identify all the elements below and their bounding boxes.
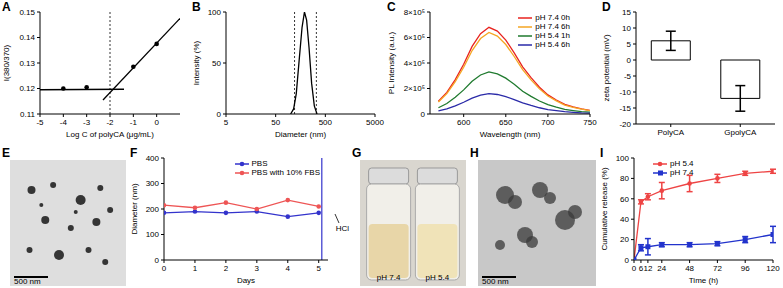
svg-text:96: 96 [741, 264, 750, 273]
html-text:I: I [600, 146, 604, 160]
html-text:Cumulative release (%): Cumulative release (%) [599, 167, 609, 251]
svg-text:0: 0 [162, 264, 167, 273]
html-text:Days: Days [236, 276, 256, 285]
svg-text:700: 700 [541, 118, 555, 127]
svg-text:4: 4 [286, 264, 291, 273]
svg-text:0: 0 [421, 110, 426, 119]
svg-text:0: 0 [217, 110, 222, 119]
svg-text:0: 0 [155, 256, 160, 265]
svg-text:100: 100 [208, 8, 222, 17]
svg-text:0: 0 [627, 56, 632, 65]
svg-text:-5: -5 [36, 118, 44, 127]
svg-text:4×10⁵: 4×10⁵ [404, 59, 425, 68]
html-text:Intensity (%): Intensity (%) [191, 40, 201, 86]
html-text:pH 7.4: pH 7.4 [670, 168, 694, 177]
svg-text:72: 72 [713, 264, 722, 273]
svg-text:6×10⁵: 6×10⁵ [404, 33, 425, 42]
svg-text:-3: -3 [83, 118, 91, 127]
svg-text:0.11: 0.11 [20, 110, 36, 119]
svg-text:100: 100 [616, 154, 630, 163]
svg-text:8×10⁵: 8×10⁵ [404, 8, 425, 17]
svg-text:650: 650 [499, 118, 513, 127]
html-text:F: F [130, 146, 138, 160]
svg-text:5: 5 [224, 118, 229, 127]
svg-text:-20: -20 [619, 120, 631, 129]
html-text:E: E [2, 146, 10, 160]
svg-text:80: 80 [620, 174, 629, 183]
svg-text:0: 0 [154, 118, 159, 127]
svg-text:GpolyCA: GpolyCA [724, 128, 757, 137]
svg-text:2: 2 [224, 264, 229, 273]
html-text:G: G [352, 146, 362, 160]
svg-text:24: 24 [657, 264, 666, 273]
svg-text:300: 300 [146, 179, 160, 188]
html-text:PL Intensity (a.u.): PL Intensity (a.u.) [386, 31, 396, 95]
html-text:pH 7.4 6h: pH 7.4 6h [535, 22, 570, 31]
svg-text:10: 10 [622, 24, 631, 33]
svg-text:60: 60 [620, 195, 629, 204]
svg-text:6: 6 [638, 263, 644, 273]
svg-text:12: 12 [643, 264, 652, 273]
html-text:I(380/370): I(380/370) [1, 44, 11, 82]
svg-text:-15: -15 [619, 104, 631, 113]
html-text:pH 5.4 1h: pH 5.4 1h [535, 31, 570, 40]
svg-text:1: 1 [193, 264, 198, 273]
svg-text:100: 100 [146, 230, 160, 239]
svg-text:0.14: 0.14 [19, 33, 35, 42]
svg-text:48: 48 [685, 264, 694, 273]
html-text:Time (h): Time (h) [688, 276, 719, 285]
html-text:H: H [470, 146, 479, 160]
svg-text:-1: -1 [130, 118, 138, 127]
svg-text:15: 15 [622, 8, 631, 17]
svg-text:0.15: 0.15 [19, 8, 35, 17]
html-text:B: B [192, 0, 201, 14]
svg-text:600: 600 [457, 118, 471, 127]
svg-text:2×10⁵: 2×10⁵ [404, 84, 425, 93]
svg-text:pH 5.4: pH 5.4 [426, 273, 450, 282]
svg-text:500: 500 [319, 118, 333, 127]
svg-text:0: 0 [625, 256, 630, 265]
svg-text:-4: -4 [60, 118, 68, 127]
svg-text:PolyCA: PolyCA [657, 128, 684, 137]
svg-text:5000: 5000 [366, 118, 384, 127]
svg-text:120: 120 [766, 264, 780, 273]
svg-text:50: 50 [212, 59, 221, 68]
html-text:pH 5.4 6h: pH 5.4 6h [535, 40, 570, 49]
svg-text:pH 7.4: pH 7.4 [377, 273, 401, 282]
svg-text:5: 5 [627, 40, 632, 49]
html-text:A: A [2, 0, 11, 14]
svg-text:0: 0 [632, 264, 637, 273]
html-text:PBS: PBS [251, 159, 268, 168]
html-text:PBS with 10% FBS: PBS with 10% FBS [251, 168, 320, 177]
svg-text:50: 50 [271, 118, 280, 127]
html-text:Wavelength (nm): Wavelength (nm) [479, 130, 541, 139]
svg-text:200: 200 [146, 205, 160, 214]
html-text:pH 7.4 0h: pH 7.4 0h [535, 13, 570, 22]
svg-text:500 nm: 500 nm [14, 277, 41, 286]
html-text:HCl: HCl [335, 224, 349, 233]
svg-text:20: 20 [620, 235, 629, 244]
html-text:Diameter (nm): Diameter (nm) [274, 130, 327, 139]
svg-text:5: 5 [316, 264, 321, 273]
html-text:Log C of polyCA (μg/mL): Log C of polyCA (μg/mL) [66, 130, 154, 139]
svg-text:400: 400 [146, 154, 160, 163]
html-text:D: D [602, 0, 611, 14]
svg-text:3: 3 [255, 264, 260, 273]
svg-text:750: 750 [583, 118, 597, 127]
html-text:C: C [387, 0, 396, 14]
html-text:Diameter (nm): Diameter (nm) [129, 183, 139, 235]
svg-text:-5: -5 [624, 72, 632, 81]
html-text:pH 5.4: pH 5.4 [670, 159, 694, 168]
svg-text:-10: -10 [619, 88, 631, 97]
svg-text:40: 40 [620, 215, 629, 224]
svg-text:0.13: 0.13 [19, 59, 35, 68]
html-text:zeta potential (mV): zeta potential (mV) [601, 34, 611, 102]
svg-text:500 nm: 500 nm [482, 277, 509, 286]
svg-text:-2: -2 [106, 118, 114, 127]
svg-text:0.12: 0.12 [19, 84, 35, 93]
